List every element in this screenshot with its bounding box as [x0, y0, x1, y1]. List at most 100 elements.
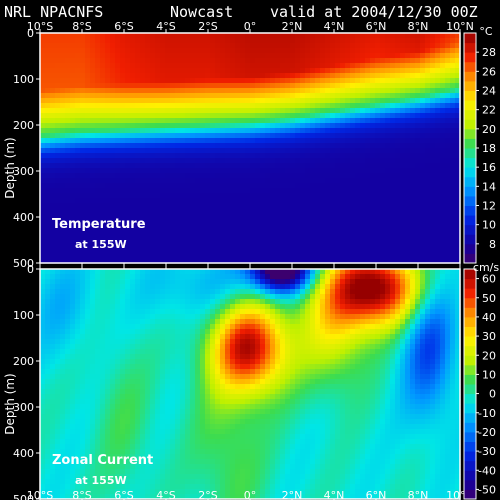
heatmap-cell	[110, 123, 116, 129]
heatmap-cell	[340, 33, 346, 39]
heatmap-cell	[400, 178, 406, 184]
heatmap-cell	[105, 243, 111, 249]
heatmap-cell	[45, 38, 51, 44]
heatmap-cell	[265, 238, 271, 244]
heatmap-cell	[430, 163, 436, 169]
heatmap-cell	[145, 309, 151, 315]
heatmap-cell	[95, 414, 101, 420]
heatmap-cell	[70, 128, 76, 134]
heatmap-cell	[370, 68, 376, 74]
heatmap-cell	[225, 153, 231, 159]
heatmap-cell	[195, 113, 201, 119]
heatmap-cell	[80, 48, 86, 54]
heatmap-cell	[90, 374, 96, 380]
heatmap-cell	[395, 138, 401, 144]
heatmap-cell	[440, 218, 446, 224]
heatmap-cell	[130, 153, 136, 159]
heatmap-cell	[180, 158, 186, 164]
heatmap-cell	[55, 354, 61, 360]
heatmap-cell	[300, 163, 306, 169]
heatmap-cell	[50, 274, 56, 280]
heatmap-cell	[445, 228, 451, 234]
heatmap-cell	[90, 73, 96, 79]
heatmap-cell	[65, 43, 71, 49]
heatmap-cell	[240, 188, 246, 194]
heatmap-cell	[80, 253, 86, 259]
heatmap-cell	[65, 133, 71, 139]
heatmap-cell	[220, 128, 226, 134]
heatmap-cell	[210, 203, 216, 209]
heatmap-cell	[230, 238, 236, 244]
heatmap-cell	[255, 213, 261, 219]
heatmap-cell	[165, 223, 171, 229]
heatmap-cell	[265, 163, 271, 169]
heatmap-cell	[125, 73, 131, 79]
heatmap-cell	[110, 103, 116, 109]
heatmap-cell	[115, 228, 121, 234]
heatmap-cell	[385, 138, 391, 144]
heatmap-cell	[130, 424, 136, 430]
heatmap-cell	[145, 78, 151, 84]
heatmap-cell	[185, 183, 191, 189]
heatmap-cell	[65, 309, 71, 315]
heatmap-cell	[340, 193, 346, 199]
heatmap-cell	[395, 253, 401, 259]
heatmap-cell	[365, 253, 371, 259]
heatmap-cell	[330, 53, 336, 59]
heatmap-cell	[360, 213, 366, 219]
heatmap-cell	[45, 429, 51, 435]
heatmap-cell	[295, 223, 301, 229]
heatmap-cell	[80, 434, 86, 440]
heatmap-cell	[55, 138, 61, 144]
heatmap-cell	[170, 143, 176, 149]
heatmap-cell	[235, 48, 241, 54]
heatmap-cell	[330, 158, 336, 164]
heatmap-cell	[100, 409, 106, 415]
heatmap-cell	[140, 274, 146, 280]
heatmap-cell	[90, 344, 96, 350]
heatmap-cell	[435, 108, 441, 114]
heatmap-cell	[190, 63, 196, 69]
heatmap-cell	[50, 188, 56, 194]
heatmap-cell	[450, 123, 456, 129]
heatmap-cell	[140, 269, 146, 275]
heatmap-cell	[70, 238, 76, 244]
heatmap-cell	[50, 304, 56, 310]
heatmap-cell	[100, 344, 106, 350]
heatmap-cell	[220, 63, 226, 69]
heatmap-cell	[120, 419, 126, 425]
heatmap-cell	[40, 128, 46, 134]
heatmap-cell	[285, 253, 291, 259]
heatmap-cell	[45, 143, 51, 149]
heatmap-cell	[400, 168, 406, 174]
heatmap-cell	[130, 489, 136, 495]
heatmap-cell	[385, 223, 391, 229]
heatmap-cell	[275, 138, 281, 144]
heatmap-cell	[315, 153, 321, 159]
heatmap-cell	[310, 223, 316, 229]
heatmap-cell	[240, 248, 246, 254]
heatmap-cell	[175, 228, 181, 234]
heatmap-cell	[345, 183, 351, 189]
heatmap-cell	[200, 93, 206, 99]
heatmap-cell	[410, 43, 416, 49]
heatmap-cell	[250, 68, 256, 74]
heatmap-cell	[125, 178, 131, 184]
heatmap-cell	[105, 158, 111, 164]
heatmap-cell	[55, 68, 61, 74]
heatmap-cell	[305, 68, 311, 74]
heatmap-cell	[420, 223, 426, 229]
heatmap-cell	[270, 203, 276, 209]
heatmap-cell	[255, 58, 261, 64]
panel-zonal-current: 10°S 8°S 6°S 4°S 2°S 0° 2°N 4°N 6°N 8°N 10°N010020…	[3, 261, 499, 500]
heatmap-cell	[260, 158, 266, 164]
heatmap-cell	[340, 68, 346, 74]
heatmap-cell	[75, 103, 81, 109]
heatmap-cell	[100, 233, 106, 239]
heatmap-cell	[440, 158, 446, 164]
heatmap-cell	[310, 243, 316, 249]
heatmap-cell	[90, 284, 96, 290]
heatmap-cell	[305, 63, 311, 69]
heatmap-cell	[215, 148, 221, 154]
heatmap-cell	[440, 193, 446, 199]
